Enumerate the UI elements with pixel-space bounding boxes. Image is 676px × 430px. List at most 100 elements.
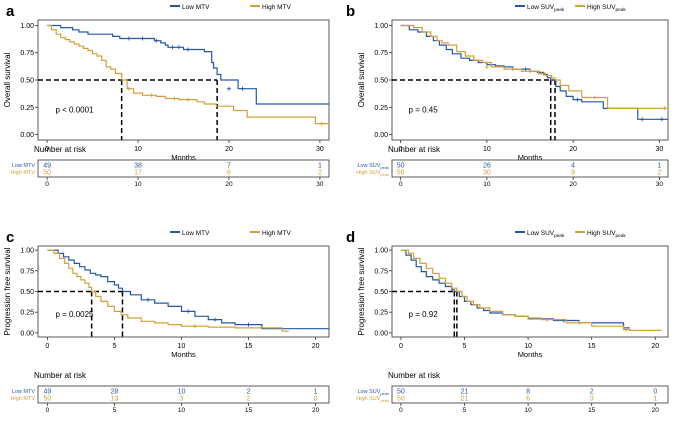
survival-curve — [400, 24, 668, 120]
survival-curve — [400, 24, 668, 109]
censor-mark — [659, 117, 664, 122]
x-tick-label: 15 — [588, 343, 596, 350]
risk-cell: 50 — [397, 389, 405, 396]
risk-row-label: Low SUVpeak — [357, 389, 389, 396]
risk-x-tick-label: 10 — [524, 407, 532, 414]
risk-x-tick-label: 30 — [656, 181, 664, 188]
x-tick-label: 5 — [112, 343, 116, 350]
risk-cell: 2 — [590, 389, 594, 396]
risk-cell: 50 — [43, 396, 51, 403]
y-tick-label: 0.25 — [374, 310, 388, 317]
risk-row-label: High MTV — [11, 170, 36, 176]
risk-x-tick-label: 0 — [46, 407, 50, 414]
x-tick-label: 10 — [483, 146, 491, 153]
risk-cell: 49 — [43, 389, 51, 396]
censor-mark — [213, 317, 218, 322]
risk-cell: 21 — [461, 389, 469, 396]
risk-table-title: Number at risk — [34, 371, 87, 380]
censor-mark — [149, 93, 154, 98]
censor-mark — [172, 96, 177, 101]
y-tick-label: 0.25 — [20, 310, 34, 317]
censor-mark — [126, 86, 131, 91]
censor-mark — [640, 117, 645, 122]
p-value: p = 0.0025 — [55, 310, 94, 319]
risk-cell: 2 — [247, 396, 251, 403]
censor-mark — [484, 64, 489, 69]
censor-mark — [624, 327, 629, 332]
risk-cell: 1 — [314, 389, 318, 396]
censor-mark — [545, 317, 550, 322]
risk-cell: 7 — [227, 163, 231, 170]
x-tick-label: 20 — [569, 146, 577, 153]
censor-mark — [528, 69, 532, 74]
censor-mark — [186, 97, 191, 102]
x-tick-label: 20 — [651, 343, 659, 350]
censor-mark — [240, 86, 245, 91]
risk-x-tick-label: 15 — [588, 407, 596, 414]
y-tick-label: 0.75 — [20, 268, 34, 275]
risk-x-tick-label: 20 — [570, 181, 578, 188]
survival-curve — [400, 249, 662, 331]
risk-cell: 2 — [247, 389, 251, 396]
risk-row-label: High MTV — [11, 396, 36, 402]
x-tick-label: 10 — [178, 343, 186, 350]
y-tick-label: 0.75 — [374, 50, 388, 57]
p-value: p = 0.45 — [409, 105, 439, 114]
risk-x-tick-label: 10 — [483, 181, 491, 188]
risk-x-tick-label: 10 — [134, 181, 142, 188]
risk-cell: 2 — [657, 170, 661, 177]
risk-row-label: Low MTV — [12, 389, 36, 395]
legend-label: Low MTV — [182, 4, 210, 11]
y-tick-label: 1.00 — [20, 23, 34, 30]
risk-row-label: High SUVpeak — [356, 396, 389, 403]
censor-mark — [576, 320, 581, 325]
panel-c-letter: c — [6, 229, 14, 246]
risk-x-tick-label: 0 — [45, 181, 49, 188]
risk-x-tick-label: 20 — [225, 181, 233, 188]
risk-cell: 38 — [134, 163, 142, 170]
risk-cell: 2 — [318, 170, 322, 177]
risk-cell: 13 — [111, 396, 119, 403]
censor-mark — [192, 324, 197, 329]
y-tick-label: 0.50 — [374, 289, 388, 296]
panel-a-letter: a — [6, 3, 15, 20]
risk-x-tick-label: 20 — [312, 407, 320, 414]
risk-cell: 3 — [590, 396, 594, 403]
y-tick-label: 0.75 — [374, 268, 388, 275]
risk-cell: 6 — [526, 396, 530, 403]
risk-cell: 8 — [526, 389, 530, 396]
x-tick-label: 0 — [45, 343, 49, 350]
legend-label: High SUVpeak — [587, 4, 626, 12]
p-value: p = 0.92 — [409, 310, 439, 319]
risk-cell: 17 — [134, 170, 142, 177]
risk-table-title: Number at risk — [388, 145, 441, 154]
x-tick-label: 30 — [316, 146, 324, 153]
panel-b: b Low SUVpeak High SUVpeak 0.00 0.25 0.50 0.7… — [346, 3, 669, 188]
legend-label: High MTV — [262, 230, 292, 237]
x-axis-title: Months — [518, 350, 543, 359]
y-tick-label: 1.00 — [374, 248, 388, 255]
censor-mark — [145, 297, 150, 302]
y-tick-label: 0.00 — [20, 330, 34, 337]
y-tick-label: 0.75 — [20, 50, 34, 57]
risk-cell: 21 — [461, 396, 469, 403]
legend-label: Low SUVpeak — [527, 4, 565, 12]
x-tick-label: 20 — [312, 343, 320, 350]
x-tick-label: 10 — [524, 343, 532, 350]
risk-cell: 6 — [227, 170, 231, 177]
y-tick-label: 0.25 — [374, 105, 388, 112]
censor-mark — [246, 322, 251, 327]
panel-b-letter: b — [346, 3, 355, 20]
censor-mark — [154, 38, 159, 43]
censor-mark — [226, 86, 231, 91]
y-tick-label: 0.00 — [374, 330, 388, 337]
y-tick-label: 0.50 — [374, 78, 388, 85]
x-axis-title: Months — [171, 153, 196, 162]
risk-cell: 0 — [314, 396, 318, 403]
y-tick-label: 0.00 — [374, 132, 388, 139]
risk-cell: 3 — [180, 396, 184, 403]
censor-mark — [523, 67, 528, 72]
